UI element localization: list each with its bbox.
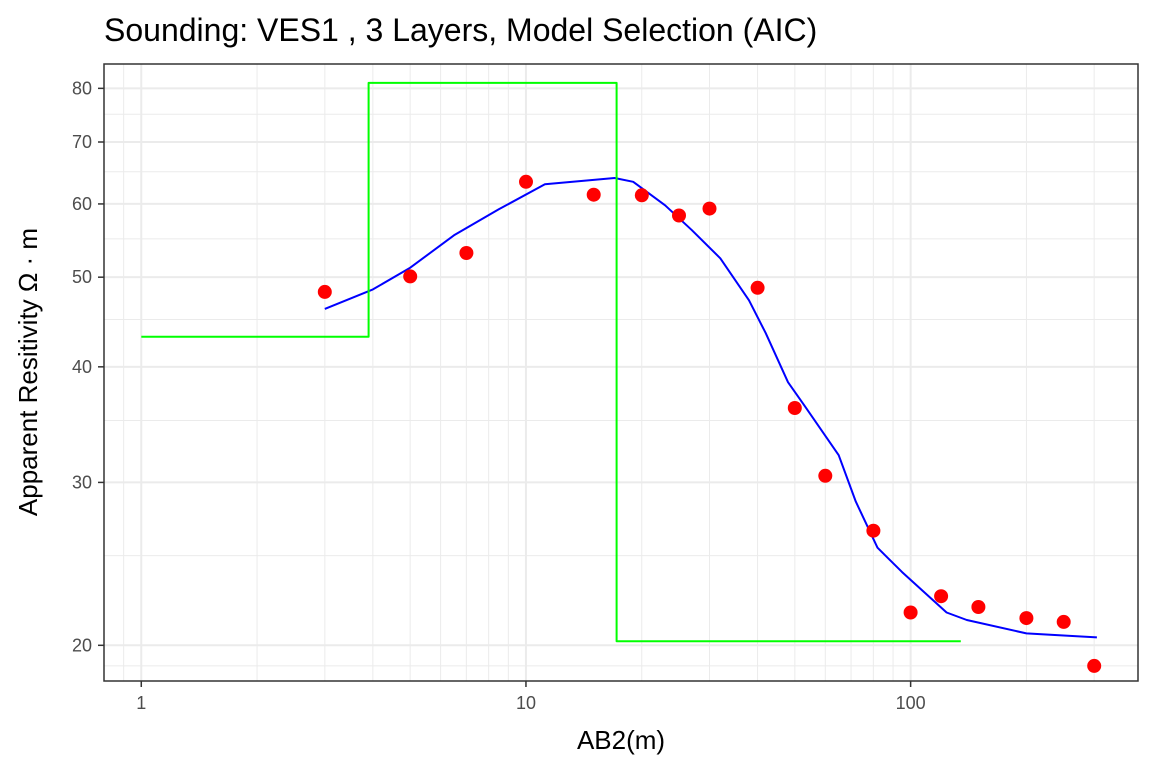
measured-point xyxy=(903,605,918,620)
measured-point xyxy=(971,600,986,614)
plot-panel xyxy=(104,64,1138,681)
measured-point xyxy=(1019,611,1034,626)
measured-point xyxy=(934,589,949,604)
chart-title: Sounding: VES1 , 3 Layers, Model Selecti… xyxy=(104,12,817,48)
measured-point xyxy=(519,174,533,189)
measured-point xyxy=(787,401,802,415)
y-axis-title: Apparent Resitivity Ω · m xyxy=(13,228,43,516)
measured-point xyxy=(459,246,474,260)
x-tick-label: 1 xyxy=(136,693,146,713)
measured-point xyxy=(1087,658,1102,673)
measured-point xyxy=(634,188,649,203)
measured-point xyxy=(403,269,418,284)
series-layer xyxy=(141,81,1102,673)
measured-point xyxy=(1056,614,1071,629)
fitted-curve-line xyxy=(324,177,1097,639)
measured-point xyxy=(317,284,332,299)
y-tick-label: 30 xyxy=(72,472,92,492)
y-tick-label: 50 xyxy=(72,267,92,287)
y-tick-label: 20 xyxy=(72,635,92,655)
y-tick-label: 80 xyxy=(72,78,92,98)
y-tick-label: 40 xyxy=(72,357,92,377)
y-tick-label: 60 xyxy=(72,194,92,214)
measured-point xyxy=(672,208,686,223)
x-tick-label: 100 xyxy=(896,693,926,713)
panel-border xyxy=(103,63,1139,682)
grid xyxy=(104,64,1138,681)
axis-ticks: 1 10 100 20 30 40 50 60 70 80 xyxy=(72,78,926,713)
y-tick-label: 70 xyxy=(72,132,92,152)
layer-model-step-line xyxy=(141,81,961,643)
measured-point xyxy=(866,523,881,538)
x-axis-title: AB2(m) xyxy=(577,725,665,755)
measured-point xyxy=(702,201,717,216)
measured-point xyxy=(750,280,765,295)
measured-point xyxy=(586,187,601,202)
x-tick-label: 10 xyxy=(516,693,536,713)
measured-point xyxy=(818,468,833,483)
